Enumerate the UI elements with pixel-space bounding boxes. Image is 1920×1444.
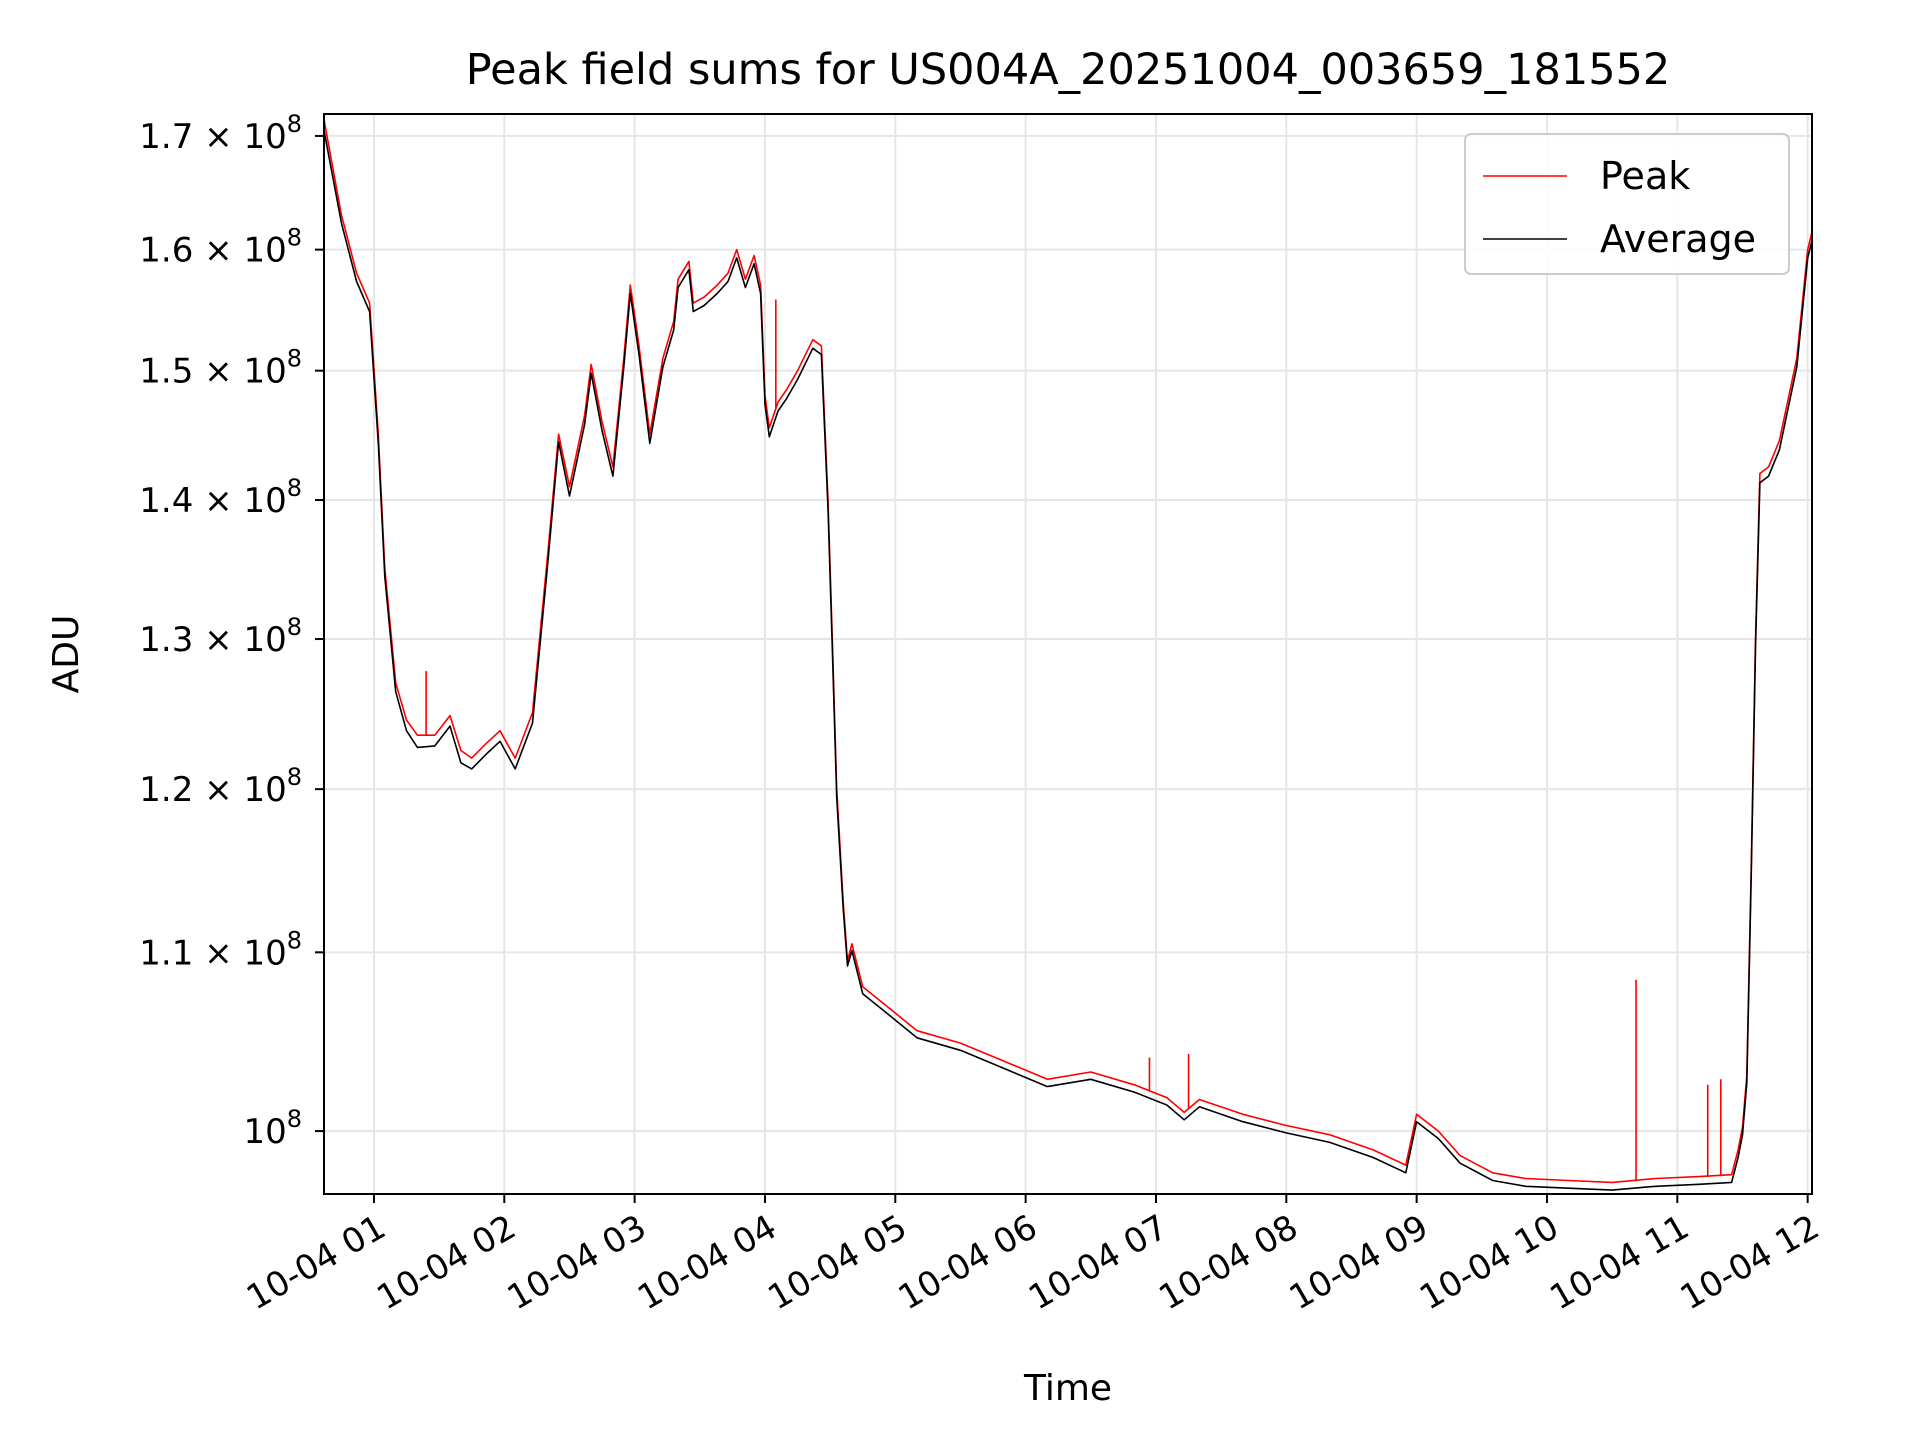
x-tick-label: 10-04 10 [1413,1207,1565,1318]
x-tick-label: 10-04 02 [370,1207,522,1318]
x-tick-label: 10-04 06 [892,1207,1044,1318]
legend-label-average: Average [1600,217,1756,261]
y-tick-label: 1.2 × 108 [139,763,302,810]
legend-label-peak: Peak [1600,154,1690,198]
y-tick-label: 1.5 × 108 [139,345,302,392]
plot-frame [323,113,1813,1195]
y-tick-label: 1.1 × 108 [139,926,302,973]
x-tick-label: 10-04 05 [761,1207,913,1318]
y-tick-label: 1.3 × 108 [139,613,302,660]
series-line-peak [323,119,1813,1184]
series-layer [323,119,1813,1191]
grid [324,114,1812,1194]
x-tick-label: 10-04 04 [631,1207,783,1318]
y-tick-label: 1.6 × 108 [139,224,302,271]
x-axis-label: Time [1023,1368,1112,1409]
chart-title: Peak field sums for US004A_20251004_0036… [466,45,1671,95]
legend: Peak Average [1464,133,1790,275]
x-tick-label: 10-04 08 [1152,1207,1304,1318]
x-tick-label: 10-04 01 [240,1207,392,1318]
y-axis-label: ADU [46,615,87,694]
series-line-average [323,130,1813,1191]
y-tick-label: 1.4 × 108 [139,474,302,521]
x-tick-label: 10-04 07 [1022,1207,1174,1318]
axis-ticks: 1.7 × 108 1.6 × 108 1.5 × 108 1.4 × 108 1.3 … [139,110,1826,1318]
x-tick-label: 10-04 12 [1674,1207,1826,1318]
y-tick-label: 1.7 × 108 [139,110,302,157]
x-tick-label: 10-04 03 [501,1207,653,1318]
x-tick-label: 10-04 11 [1543,1207,1695,1318]
y-tick-label: 108 [243,1105,302,1152]
x-tick-label: 10-04 09 [1283,1207,1435,1318]
